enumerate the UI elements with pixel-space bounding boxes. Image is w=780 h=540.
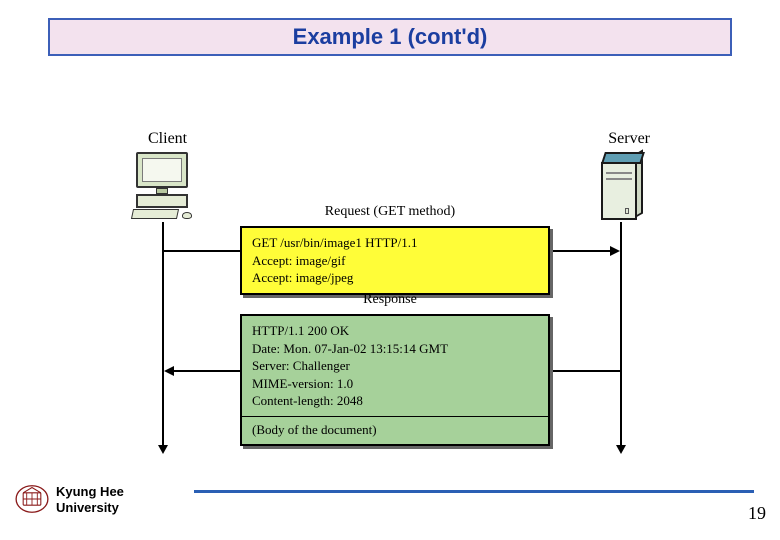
slide-title-bar: Example 1 (cont'd) bbox=[48, 18, 732, 56]
footer-rule bbox=[194, 490, 754, 493]
client-lifeline bbox=[162, 222, 164, 447]
response-line: MIME-version: 1.0 bbox=[252, 375, 538, 393]
request-section-label: Request (GET method) bbox=[130, 204, 650, 220]
response-line: Date: Mon. 07-Jan-02 13:15:14 GMT bbox=[252, 340, 538, 358]
http-sequence-diagram: Client Server Request (GET method) GET /… bbox=[130, 130, 650, 470]
university-logo-icon bbox=[14, 484, 50, 514]
uni-line2: University bbox=[56, 500, 124, 516]
response-section-label: Response bbox=[130, 292, 650, 308]
response-line: Server: Challenger bbox=[252, 357, 538, 375]
response-line: HTTP/1.1 200 OK bbox=[252, 322, 538, 340]
request-arrowhead-icon bbox=[610, 246, 620, 256]
request-line: Accept: image/jpeg bbox=[252, 269, 538, 287]
request-arrow-right bbox=[550, 250, 612, 252]
response-arrow-left bbox=[172, 370, 242, 372]
request-line: GET /usr/bin/image1 HTTP/1.1 bbox=[252, 234, 538, 252]
response-line: Content-length: 2048 bbox=[252, 392, 538, 410]
response-body-note: (Body of the document) bbox=[242, 416, 548, 439]
request-message-box: GET /usr/bin/image1 HTTP/1.1 Accept: ima… bbox=[240, 226, 550, 295]
response-message-box: HTTP/1.1 200 OK Date: Mon. 07-Jan-02 13:… bbox=[240, 314, 550, 446]
lifeline-arrow-icon bbox=[616, 445, 626, 454]
server-lifeline bbox=[620, 222, 622, 447]
server-label: Server bbox=[608, 130, 650, 148]
university-name: Kyung Hee University bbox=[56, 484, 124, 515]
lifeline-arrow-icon bbox=[158, 445, 168, 454]
response-arrowhead-icon bbox=[164, 366, 174, 376]
page-number: 19 bbox=[748, 503, 766, 524]
request-line: Accept: image/gif bbox=[252, 252, 538, 270]
slide-footer: Kyung Hee University 19 bbox=[14, 482, 766, 522]
request-arrow-left bbox=[164, 250, 242, 252]
response-arrow-right bbox=[550, 370, 620, 372]
client-label: Client bbox=[148, 130, 187, 148]
uni-line1: Kyung Hee bbox=[56, 484, 124, 500]
slide-title: Example 1 (cont'd) bbox=[293, 24, 488, 50]
